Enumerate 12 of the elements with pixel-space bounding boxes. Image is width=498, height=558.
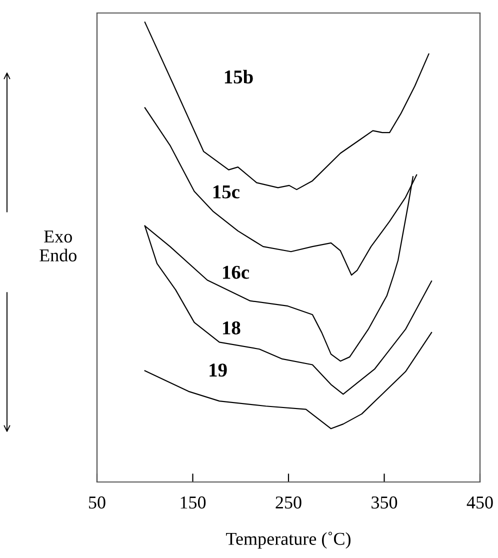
- series-label: 18: [223, 321, 240, 334]
- x-tick-label: 250: [276, 496, 302, 509]
- x-tick-label: 50: [89, 496, 106, 509]
- series-label: 15c: [213, 185, 240, 198]
- x-tick-label: 350: [372, 496, 398, 509]
- y-axis-title: Exo Endo: [40, 230, 76, 262]
- x-tick-label: 150: [180, 496, 206, 509]
- x-axis-title: Temperature (˚C): [226, 532, 350, 549]
- text: 15b: [224, 70, 253, 84]
- x-tick-label: 450: [466, 496, 493, 509]
- series-label: 19: [210, 364, 227, 377]
- series-label: 16c: [223, 266, 250, 279]
